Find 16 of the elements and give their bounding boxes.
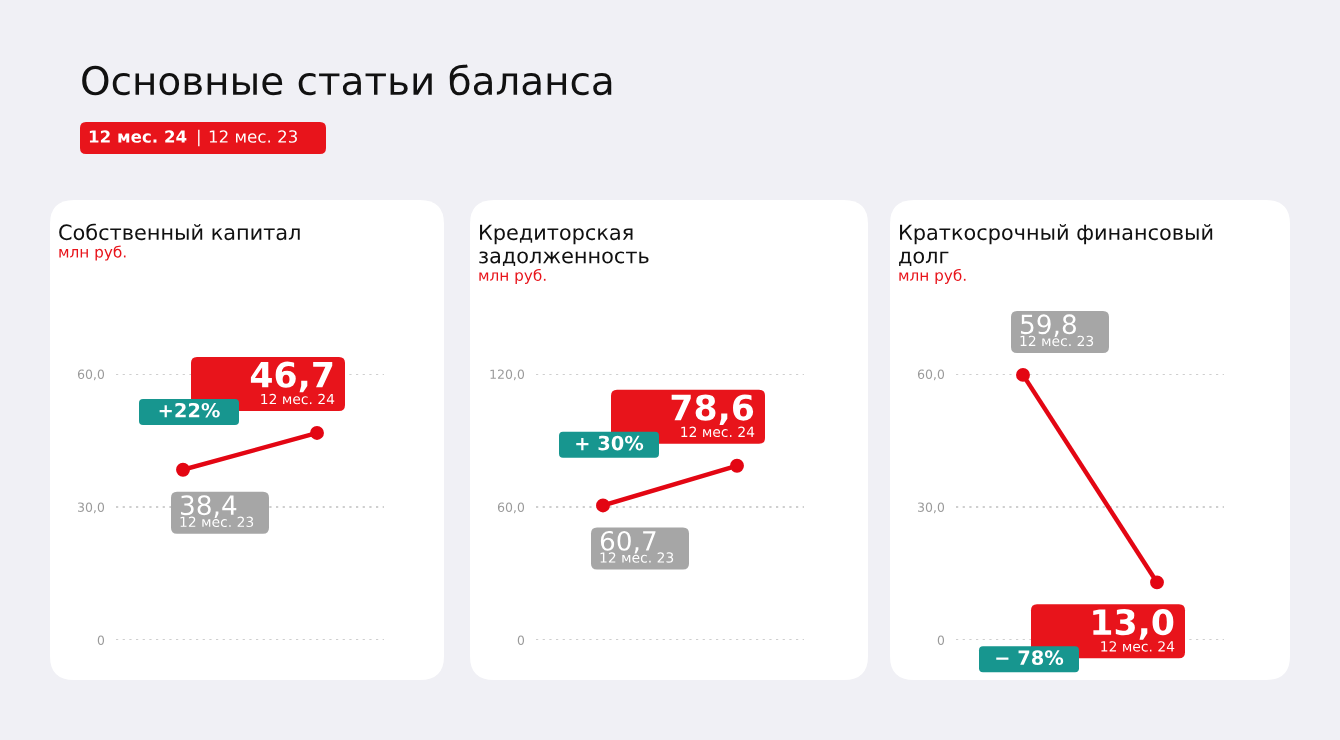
chart-title: Собственный капитал	[59, 223, 300, 241]
data-label: 78,6	[671, 394, 754, 426]
data-label: 59,8	[1021, 314, 1076, 338]
data-label: 13,0	[1093, 608, 1174, 640]
text: 12 мес. 23	[209, 130, 297, 143]
text: Основные статьи баланса	[82, 64, 612, 96]
data-label: 46,7	[250, 361, 333, 393]
annotation: +22%	[159, 402, 220, 418]
chart-title: Краткосрочный финансовый долг	[899, 224, 1213, 267]
data-label: 38,4	[181, 495, 237, 518]
text: − 78%	[996, 650, 1064, 666]
text: 12 мес. 24	[89, 130, 187, 143]
chart-title: Кредиторская задолженность	[479, 224, 649, 267]
annotation: + 30%	[576, 435, 644, 451]
data-label: 60,7	[600, 530, 656, 554]
text: |	[198, 129, 200, 147]
